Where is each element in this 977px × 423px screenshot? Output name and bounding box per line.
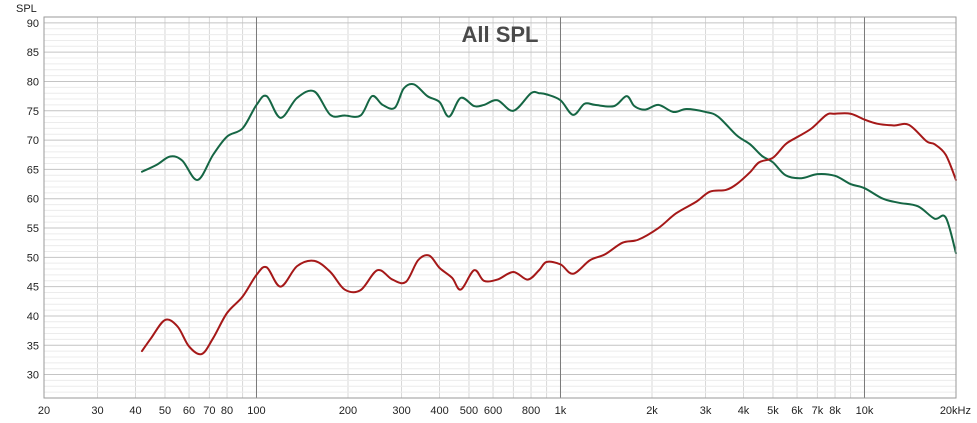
x-tick-label: 500 [460,405,478,417]
series-line-2 [140,112,957,356]
y-tick-label: 55 [27,223,39,235]
y-tick-label: 35 [27,340,39,352]
minor-grid [44,16,956,399]
x-tick-label: 70 [203,405,215,417]
x-tick-label: 30 [91,405,103,417]
x-tick-label: 8k [829,405,841,417]
y-tick-label: 45 [27,282,39,294]
plot-background [44,17,956,398]
y-tick-label: 60 [27,194,39,206]
x-tick-label: 80 [221,405,233,417]
x-tick-label: 50 [159,405,171,417]
y-tick-label: 80 [27,76,39,88]
x-tick-label: 600 [484,405,502,417]
series-line-1 [140,82,957,255]
x-tick-label: 800 [522,405,540,417]
x-tick-label: 200 [339,405,357,417]
y-axis-unit-label: SPL [16,3,37,15]
x-tick-label: 10k [856,405,874,417]
y-tick-label: 90 [27,18,39,30]
series-layer [140,82,957,356]
x-tick-label: 6k [791,405,803,417]
x-tick-label: 400 [430,405,448,417]
y-tick-label: 65 [27,164,39,176]
plot-frame [43,16,957,399]
x-tick-label: 1k [555,405,567,417]
x-tick-label: 4k [738,405,750,417]
y-tick-label: 30 [27,370,39,382]
y-tick-label: 70 [27,135,39,147]
x-tick-label: 7k [812,405,824,417]
x-tick-label: 300 [392,405,410,417]
x-tick-label: 5k [767,405,779,417]
y-tick-label: 75 [27,106,39,118]
major-grid [44,17,956,398]
x-tick-label: 60 [183,405,195,417]
y-tick-labels: 30 35 40 45 50 55 60 65 70 75 80 85 90 [27,18,39,382]
x-tick-label: 40 [129,405,141,417]
y-tick-label: 85 [27,47,39,59]
x-tick-label: 20kHz [940,405,971,417]
x-tick-labels: 20 30 40 50 60 70 80 100 200 300 400 500 600 800 1k 2k 3… [38,405,971,417]
y-tick-label: 40 [27,311,39,323]
x-tick-label: 20 [38,405,50,417]
y-tick-label: 50 [27,252,39,264]
x-tick-label: 100 [247,405,265,417]
x-tick-label: 3k [700,405,712,417]
x-tick-label: 2k [646,405,658,417]
chart-title: All SPL [461,22,538,47]
